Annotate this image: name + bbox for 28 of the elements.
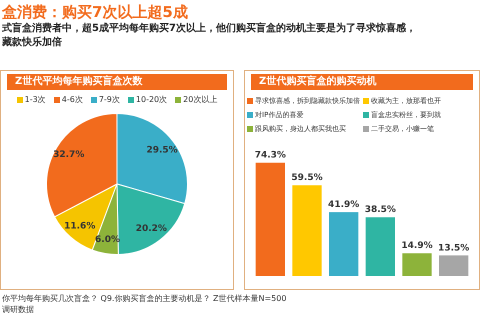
bar [292, 185, 322, 276]
text: 调研数据 [2, 304, 35, 315]
chart-title: Z世代平均每年购买盲盒次数 [7, 74, 227, 90]
bar [402, 253, 432, 276]
data-label: 38.5% [364, 205, 396, 216]
legend-label: 1-3次 [24, 94, 46, 105]
data-label: 59.5% [291, 173, 323, 184]
legend-label: 20次以上 [182, 94, 218, 105]
data-label: 13.5% [438, 243, 470, 254]
text: 你平均每年购买几次盲盒？ Q9.你购买盲盒的主要动机是？ Z世代样本量N=500 [2, 293, 286, 304]
bar [329, 212, 358, 276]
data-label: 20.2% [136, 224, 167, 234]
data-label: 32.7% [53, 150, 84, 160]
bar [366, 217, 395, 276]
bar [256, 162, 285, 276]
text: 盒消费：购买7次以上超5成 [2, 2, 189, 22]
data-label: 11.6% [64, 222, 96, 232]
data-label: 14.9% [401, 241, 433, 252]
bar [439, 255, 468, 276]
data-label: 41.9% [328, 200, 360, 210]
legend-label: 7-9次 [98, 94, 120, 105]
text: 藏款快乐加倍 [2, 36, 63, 50]
chart-title: Z世代购买盲盒的购买动机 [251, 74, 473, 90]
text: 式盲盒消费者中，超5成平均每年购买7次以上，他们购买盲盒的动机主要是为了寻求惊喜感， [2, 22, 417, 36]
legend-label: 10-20次 [134, 94, 168, 105]
data-label: 29.5% [146, 145, 178, 156]
data-label: 74.3% [254, 150, 286, 161]
legend-label: 4-6次 [60, 94, 83, 105]
